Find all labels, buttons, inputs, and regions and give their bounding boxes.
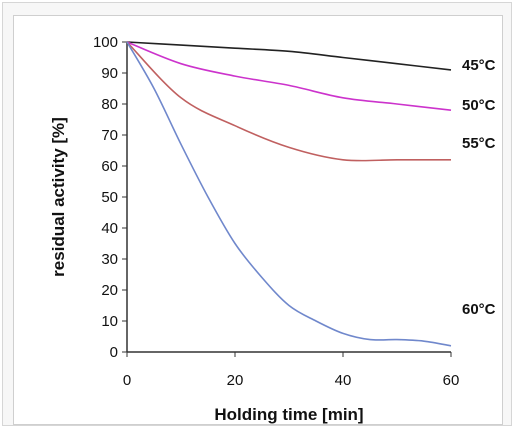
- series-line-1: [126, 41, 452, 111]
- y-tick-label: 90: [101, 65, 118, 82]
- y-tick-label: 60: [101, 158, 118, 175]
- figure-frame: [2, 2, 512, 426]
- y-tick-label: 20: [101, 282, 118, 299]
- series-label: 50°C: [462, 97, 496, 114]
- chart-area: [13, 15, 503, 425]
- x-tick-label: 0: [123, 372, 131, 389]
- y-tick-label: 100: [93, 34, 118, 51]
- series-label: 60°C: [462, 301, 496, 318]
- series-line-3: [126, 41, 452, 347]
- x-tick-label: 20: [227, 372, 244, 389]
- y-tick-label: 50: [101, 189, 118, 206]
- series-line-0: [126, 41, 452, 71]
- x-tick-label: 40: [335, 372, 352, 389]
- series-group: [126, 41, 452, 347]
- y-tick-label: 70: [101, 127, 118, 144]
- x-tick-label: 60: [443, 372, 460, 389]
- y-tick-label: 10: [101, 313, 118, 330]
- x-axis-title: Holding time [min]: [214, 405, 363, 424]
- series-labels: 45°C 50°C 55°C 60°C: [462, 57, 496, 318]
- y-axis-title: residual activity [%]: [49, 117, 68, 277]
- series-line-2: [126, 41, 451, 162]
- y-tick-label: 0: [110, 344, 118, 361]
- y-ticks: 0 10 20 30 40 50 60 70 80 90 100: [93, 34, 127, 361]
- x-ticks: 0 20 40 60: [123, 352, 460, 389]
- y-tick-label: 30: [101, 251, 118, 268]
- series-label: 45°C: [462, 57, 496, 74]
- series-label: 55°C: [462, 135, 496, 152]
- y-tick-label: 80: [101, 96, 118, 113]
- y-tick-label: 40: [101, 220, 118, 237]
